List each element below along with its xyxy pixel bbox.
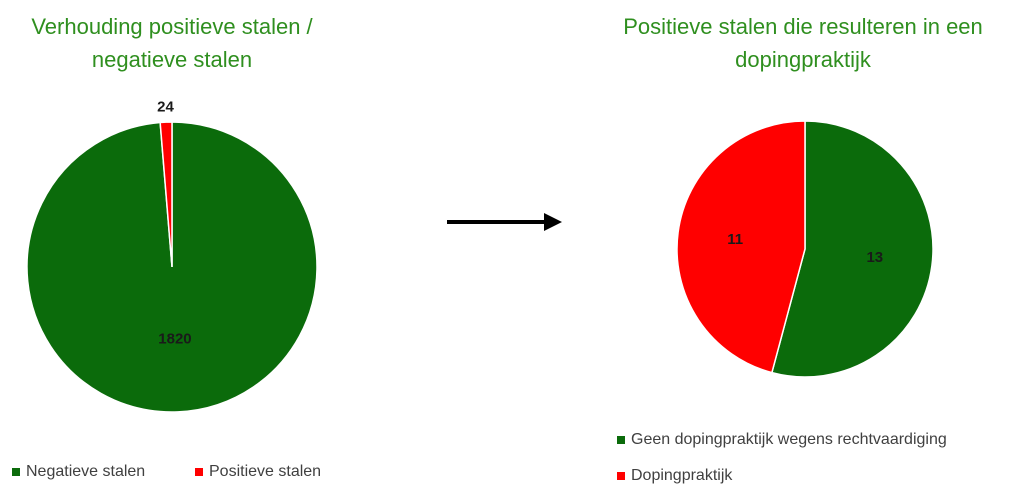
legend-swatch	[617, 472, 625, 480]
legend-swatch	[195, 468, 203, 476]
data-label: 13	[866, 249, 883, 266]
legend-label: Negatieve stalen	[26, 463, 145, 480]
legend-label: Geen dopingpraktijk wegens rechtvaardigi…	[631, 431, 947, 448]
pie-slice	[159, 121, 173, 268]
legend-label: Positieve stalen	[209, 463, 321, 480]
chart-title: Positieve stalen die resulteren in een d…	[623, 14, 983, 72]
arrow-head	[544, 213, 562, 231]
pie-slice	[676, 120, 806, 374]
data-label: 11	[727, 231, 743, 248]
legend-swatch	[617, 436, 625, 444]
data-label: 1820	[158, 330, 191, 347]
chart-title: Verhouding positieve stalen / negatieve …	[31, 14, 313, 72]
pie-slice	[770, 120, 934, 378]
legend-label: Dopingpraktijk	[631, 467, 733, 484]
legend-swatch	[12, 468, 20, 476]
data-label: 24	[157, 99, 174, 116]
